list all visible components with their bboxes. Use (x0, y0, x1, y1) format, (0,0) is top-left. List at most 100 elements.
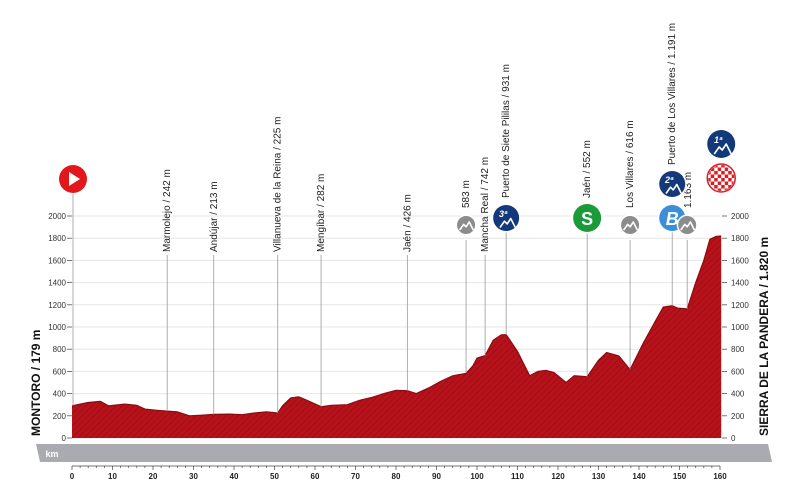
y-tick-label-left: 1600 (48, 256, 66, 265)
y-tick-label-right: 0 (731, 434, 736, 443)
y-tick-label-left: 1200 (48, 301, 66, 310)
flag-square (731, 181, 735, 185)
flag-square (714, 185, 718, 189)
kom2-badge (659, 171, 686, 197)
flag-square (714, 165, 718, 168)
x-tick-label: 70 (351, 472, 360, 481)
kom1-label: 1ª (714, 135, 723, 145)
flag-square (717, 174, 722, 178)
point-label: Jaén / 426 m (402, 194, 413, 252)
x-tick-label: 30 (189, 472, 198, 481)
point-label: Andújar / 213 m (209, 181, 220, 252)
y-tick-label-right: 200 (731, 412, 745, 421)
flag-square (717, 181, 722, 185)
flag-square (714, 171, 718, 175)
profile-line (71, 235, 722, 417)
x-tick-label: 150 (673, 472, 687, 481)
x-tick-label: 20 (149, 472, 158, 481)
point-label: Puerto de Los Villares / 1.191 m (667, 23, 678, 165)
flag-square (728, 178, 732, 182)
grey-mountain-badge (457, 216, 476, 234)
start-label: MONTORO / 179 m (29, 330, 43, 436)
mountain-icon (459, 221, 474, 231)
y-tick-label-left: 600 (53, 367, 67, 376)
kom3-badge (493, 205, 520, 231)
y-tick-label-right: 1400 (731, 279, 749, 288)
y-tick-label-left: 200 (53, 412, 67, 421)
flag-square (717, 188, 722, 191)
kom2-label: 2ª (664, 175, 674, 185)
flag-square (731, 174, 735, 178)
x-tick-label: 140 (632, 472, 646, 481)
flag-square (710, 174, 715, 178)
grey-mountain-badge (678, 216, 697, 234)
x-tick-label: 100 (470, 472, 484, 481)
y-tick-label-right: 1000 (731, 323, 749, 332)
kom1-badge (707, 130, 736, 158)
y-axis-left: 0 200 400 600 800 1000 1200 1400 1600 1800 2000 (48, 212, 72, 443)
flag-square (728, 171, 732, 175)
sprint-label: S (581, 209, 593, 229)
mountain-icon (499, 217, 516, 228)
point-label: Marmolejo / 242 m (162, 169, 173, 252)
y-tick-label-left: 800 (53, 345, 67, 354)
point-label: 583 m (461, 180, 472, 208)
x-tick-label: 80 (392, 472, 401, 481)
flag-square (728, 185, 732, 189)
x-axis: 0 10 20 30 40 50 60 70 80 90 100 110 120 130 140 150 160 (70, 465, 727, 481)
y-tick-label-right: 2000 (731, 212, 749, 221)
play-icon (69, 172, 80, 186)
kom3-label: 3ª (499, 209, 508, 219)
y-axis-right: 0 200 400 600 800 1000 1200 1400 1600 1800 2000 (722, 212, 749, 443)
flag-square (710, 181, 715, 185)
point-label: 1.163 m (683, 172, 694, 208)
x-tick-label: 120 (551, 472, 565, 481)
elevation-profile (71, 235, 722, 438)
y-tick-label-right: 1600 (731, 256, 749, 265)
y-tick-label-left: 1400 (48, 279, 66, 288)
x-tick-label: 0 (70, 472, 75, 481)
y-tick-label-left: 1000 (48, 323, 66, 332)
x-tick-label: 110 (511, 472, 524, 481)
flag-square (724, 167, 729, 171)
flag-square (724, 174, 729, 178)
finish-flag-ring (706, 163, 736, 193)
x-tick-label: 60 (311, 472, 320, 481)
y-tick-label-left: 2000 (48, 212, 66, 221)
flag-square (708, 165, 711, 168)
flag-square (710, 167, 715, 171)
point-label: Mengíbar / 282 m (316, 174, 327, 252)
y-tick-label-right: 1200 (731, 301, 749, 310)
flag-square (721, 165, 725, 168)
sprint-badge (573, 204, 602, 232)
y-tick-label-left: 0 (62, 434, 67, 443)
km-unit-label: km (45, 449, 58, 459)
x-tick-label: 160 (713, 472, 727, 481)
point-label: Mancha Real / 742 m (480, 157, 491, 252)
flag-square (708, 178, 711, 182)
x-tick-label: 50 (270, 472, 279, 481)
category-icons: 3ª S 2ª B 1ª (57, 128, 737, 406)
flag-square (708, 171, 711, 175)
bonus-label: B (666, 209, 679, 229)
finish-label: SIERRA DE LA PANDERA / 1.820 m (757, 237, 771, 436)
point-label: Los Villares / 616 m (625, 120, 636, 208)
point-label: Puerto de Siete Pililas / 931 m (501, 64, 512, 198)
flag-square (724, 181, 729, 185)
y-tick-label-right: 1800 (731, 234, 749, 243)
mountain-icon (623, 221, 639, 231)
y-tick-label-right: 400 (731, 390, 745, 399)
grey-mountain-badge (621, 216, 640, 234)
mountain-icon (665, 183, 683, 194)
y-tick-label-right: 600 (731, 367, 745, 376)
flag-square (714, 178, 718, 182)
flag-square (721, 171, 725, 175)
flag-square (721, 185, 725, 189)
flag-square (731, 188, 735, 191)
y-tick-label-left: 400 (53, 390, 67, 399)
mountain-icon (713, 143, 732, 155)
flag-square (721, 178, 725, 182)
flag-square (724, 188, 729, 191)
flag-square (717, 167, 722, 171)
y-tick-label-left: 1800 (48, 234, 66, 243)
